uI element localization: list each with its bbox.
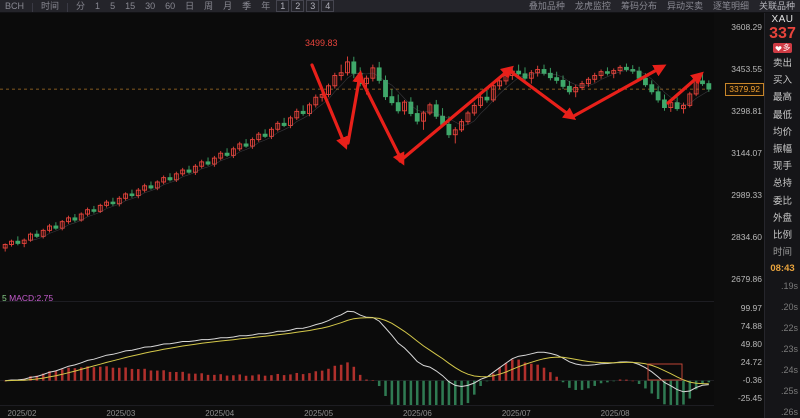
quote-tick-6[interactable]: .26s (780, 407, 798, 418)
date-axis-label-3: 2025/05 (304, 409, 334, 418)
price-axis-label-4: 2989.33 (731, 190, 762, 201)
toolbar-item-6[interactable]: 30 (145, 1, 156, 11)
toolbar-right-item-4[interactable]: 逐笔明细 (712, 1, 749, 11)
date-axis-label-2: 2025/04 (205, 409, 235, 418)
toolbar-item-9[interactable]: 周 (204, 1, 214, 11)
macd-axis-label-4: -0.36 (742, 374, 762, 385)
quote-tick-1[interactable]: .20s (780, 302, 798, 313)
price-axis-label-5: 2834.60 (731, 232, 762, 243)
date-axis-label-1: 2025/03 (106, 409, 136, 418)
price-axis: 3608.29 3453.55 3298.81 3144.07 2989.33 2834.… (714, 13, 764, 405)
macd-axis-label-3: 24.72 (740, 356, 762, 367)
quote-tick-2[interactable]: .22s (780, 323, 798, 334)
toolbar-item-8[interactable]: 日 (185, 1, 195, 11)
toolbar-item-11[interactable]: 季 (242, 1, 252, 11)
quote-time-header: 时间 (772, 247, 792, 259)
quote-row-3: 最低 (772, 109, 792, 121)
date-axis-label-5: 2025/07 (501, 409, 531, 418)
price-axis-label-2: 3298.81 (731, 106, 762, 117)
toolbar-item-5[interactable]: 15 (125, 1, 136, 11)
quote-tick-5[interactable]: .25s (780, 386, 798, 397)
current-price-tag: 3379.92 (725, 83, 764, 97)
price-candlestick-pane[interactable] (0, 13, 714, 301)
quote-row-0: 卖出 (772, 58, 792, 69)
status-badge-label: 多 (782, 43, 791, 52)
toolbar-right-item-3[interactable]: 异动买卖 (666, 1, 703, 11)
date-axis-label-0: 2025/02 (7, 409, 37, 418)
macd-chart-svg (0, 310, 714, 405)
toolbar-item-0[interactable]: BCH (5, 1, 25, 11)
quote-rows: 卖出买入最高最低均价振幅现手总持委比外盘比例 (765, 55, 800, 244)
price-axis-label-0: 3608.29 (731, 22, 762, 33)
date-axis: 2025/02 2025/03 2025/04 2025/05 2025/06 2025/… (0, 405, 714, 418)
toolbar-right-item-2[interactable]: 筹码分布 (620, 1, 657, 11)
macd-axis-label-5: -25.45 (737, 392, 762, 403)
macd-axis-label-1: 74.88 (740, 321, 762, 332)
price-axis-label-6: 2679.86 (731, 274, 762, 285)
quote-row-4: 均价 (772, 126, 792, 138)
quote-time-value: 08:43 (770, 263, 795, 275)
toolbar-related-symbol[interactable]: 关联品种 (758, 1, 795, 11)
quote-row-5: 振幅 (772, 143, 792, 155)
toolbar-separator (67, 3, 69, 12)
toolbar-right-item-1[interactable]: 龙虎监控 (574, 1, 611, 11)
price-axis-label-3: 3144.07 (731, 148, 762, 159)
quote-price: 337 (769, 25, 796, 42)
toolbar-item-3[interactable]: 1 (95, 1, 101, 11)
macd-legend: 5 MACD:2.75 (2, 293, 53, 303)
quote-row-8: 委比 (772, 195, 792, 207)
macd-pane[interactable] (0, 301, 714, 405)
quote-row-6: 现手 (772, 161, 792, 173)
quote-row-10: 比例 (772, 229, 792, 241)
toolbar-layout-box-1[interactable]: 2 (291, 0, 305, 12)
macd-legend-value: MACD:2.75 (9, 293, 54, 303)
toolbar-item-2[interactable]: 分 (76, 1, 86, 11)
heart-icon (775, 45, 782, 51)
quote-row-1: 买入 (772, 75, 792, 87)
quote-tick-0[interactable]: .19s (780, 281, 798, 292)
date-axis-label-6: 2025/08 (600, 409, 630, 418)
status-badge: 多 (772, 43, 793, 53)
toolbar-layout-box-3[interactable]: 4 (321, 0, 335, 12)
top-toolbar[interactable]: BCH 时间分 1 5 15 30 60 日周月季年 1 2 3 4 叠加品种 龙虎监控 筹码分布 异动买卖逐… (0, 0, 800, 13)
toolbar-item-4[interactable]: 5 (110, 1, 116, 11)
chart-area[interactable] (0, 13, 714, 405)
macd-axis-label-2: 49.80 (740, 339, 762, 350)
quote-panel[interactable]: XAU 337 多 卖出买入最高最低均价振幅现手总持委比外盘比例 时间 08:4… (764, 13, 800, 418)
quote-row-2: 最高 (772, 92, 792, 104)
toolbar-separator (32, 3, 34, 12)
toolbar-layout-box-0[interactable]: 1 (276, 0, 290, 12)
toolbar-item-7[interactable]: 60 (165, 1, 176, 11)
toolbar-item-12[interactable]: 年 (261, 1, 271, 11)
macd-legend-left: 5 (2, 293, 7, 303)
quote-tick-list[interactable]: .19s .20s .22s .23s .24s .25s .26s (765, 276, 800, 418)
date-axis-label-4: 2025/06 (402, 409, 432, 418)
toolbar-layout-box-2[interactable]: 3 (306, 0, 320, 12)
peak-price-annotation: 3499.83 (305, 38, 338, 48)
price-axis-label-1: 3453.55 (731, 64, 762, 75)
quote-tick-4[interactable]: .24s (780, 365, 798, 376)
toolbar-right-item-0[interactable]: 叠加品种 (528, 1, 565, 11)
toolbar-item-1[interactable]: 时间 (41, 1, 60, 11)
quote-symbol: XAU (771, 14, 794, 25)
price-chart-svg (0, 56, 714, 252)
quote-row-9: 外盘 (772, 212, 792, 224)
toolbar-item-10[interactable]: 月 (223, 1, 233, 11)
quote-tick-3[interactable]: .23s (780, 344, 798, 355)
quote-badge-row: 多 (765, 43, 800, 53)
macd-axis-label-0: 99.97 (740, 303, 762, 314)
quote-row-7: 总持 (772, 178, 792, 190)
